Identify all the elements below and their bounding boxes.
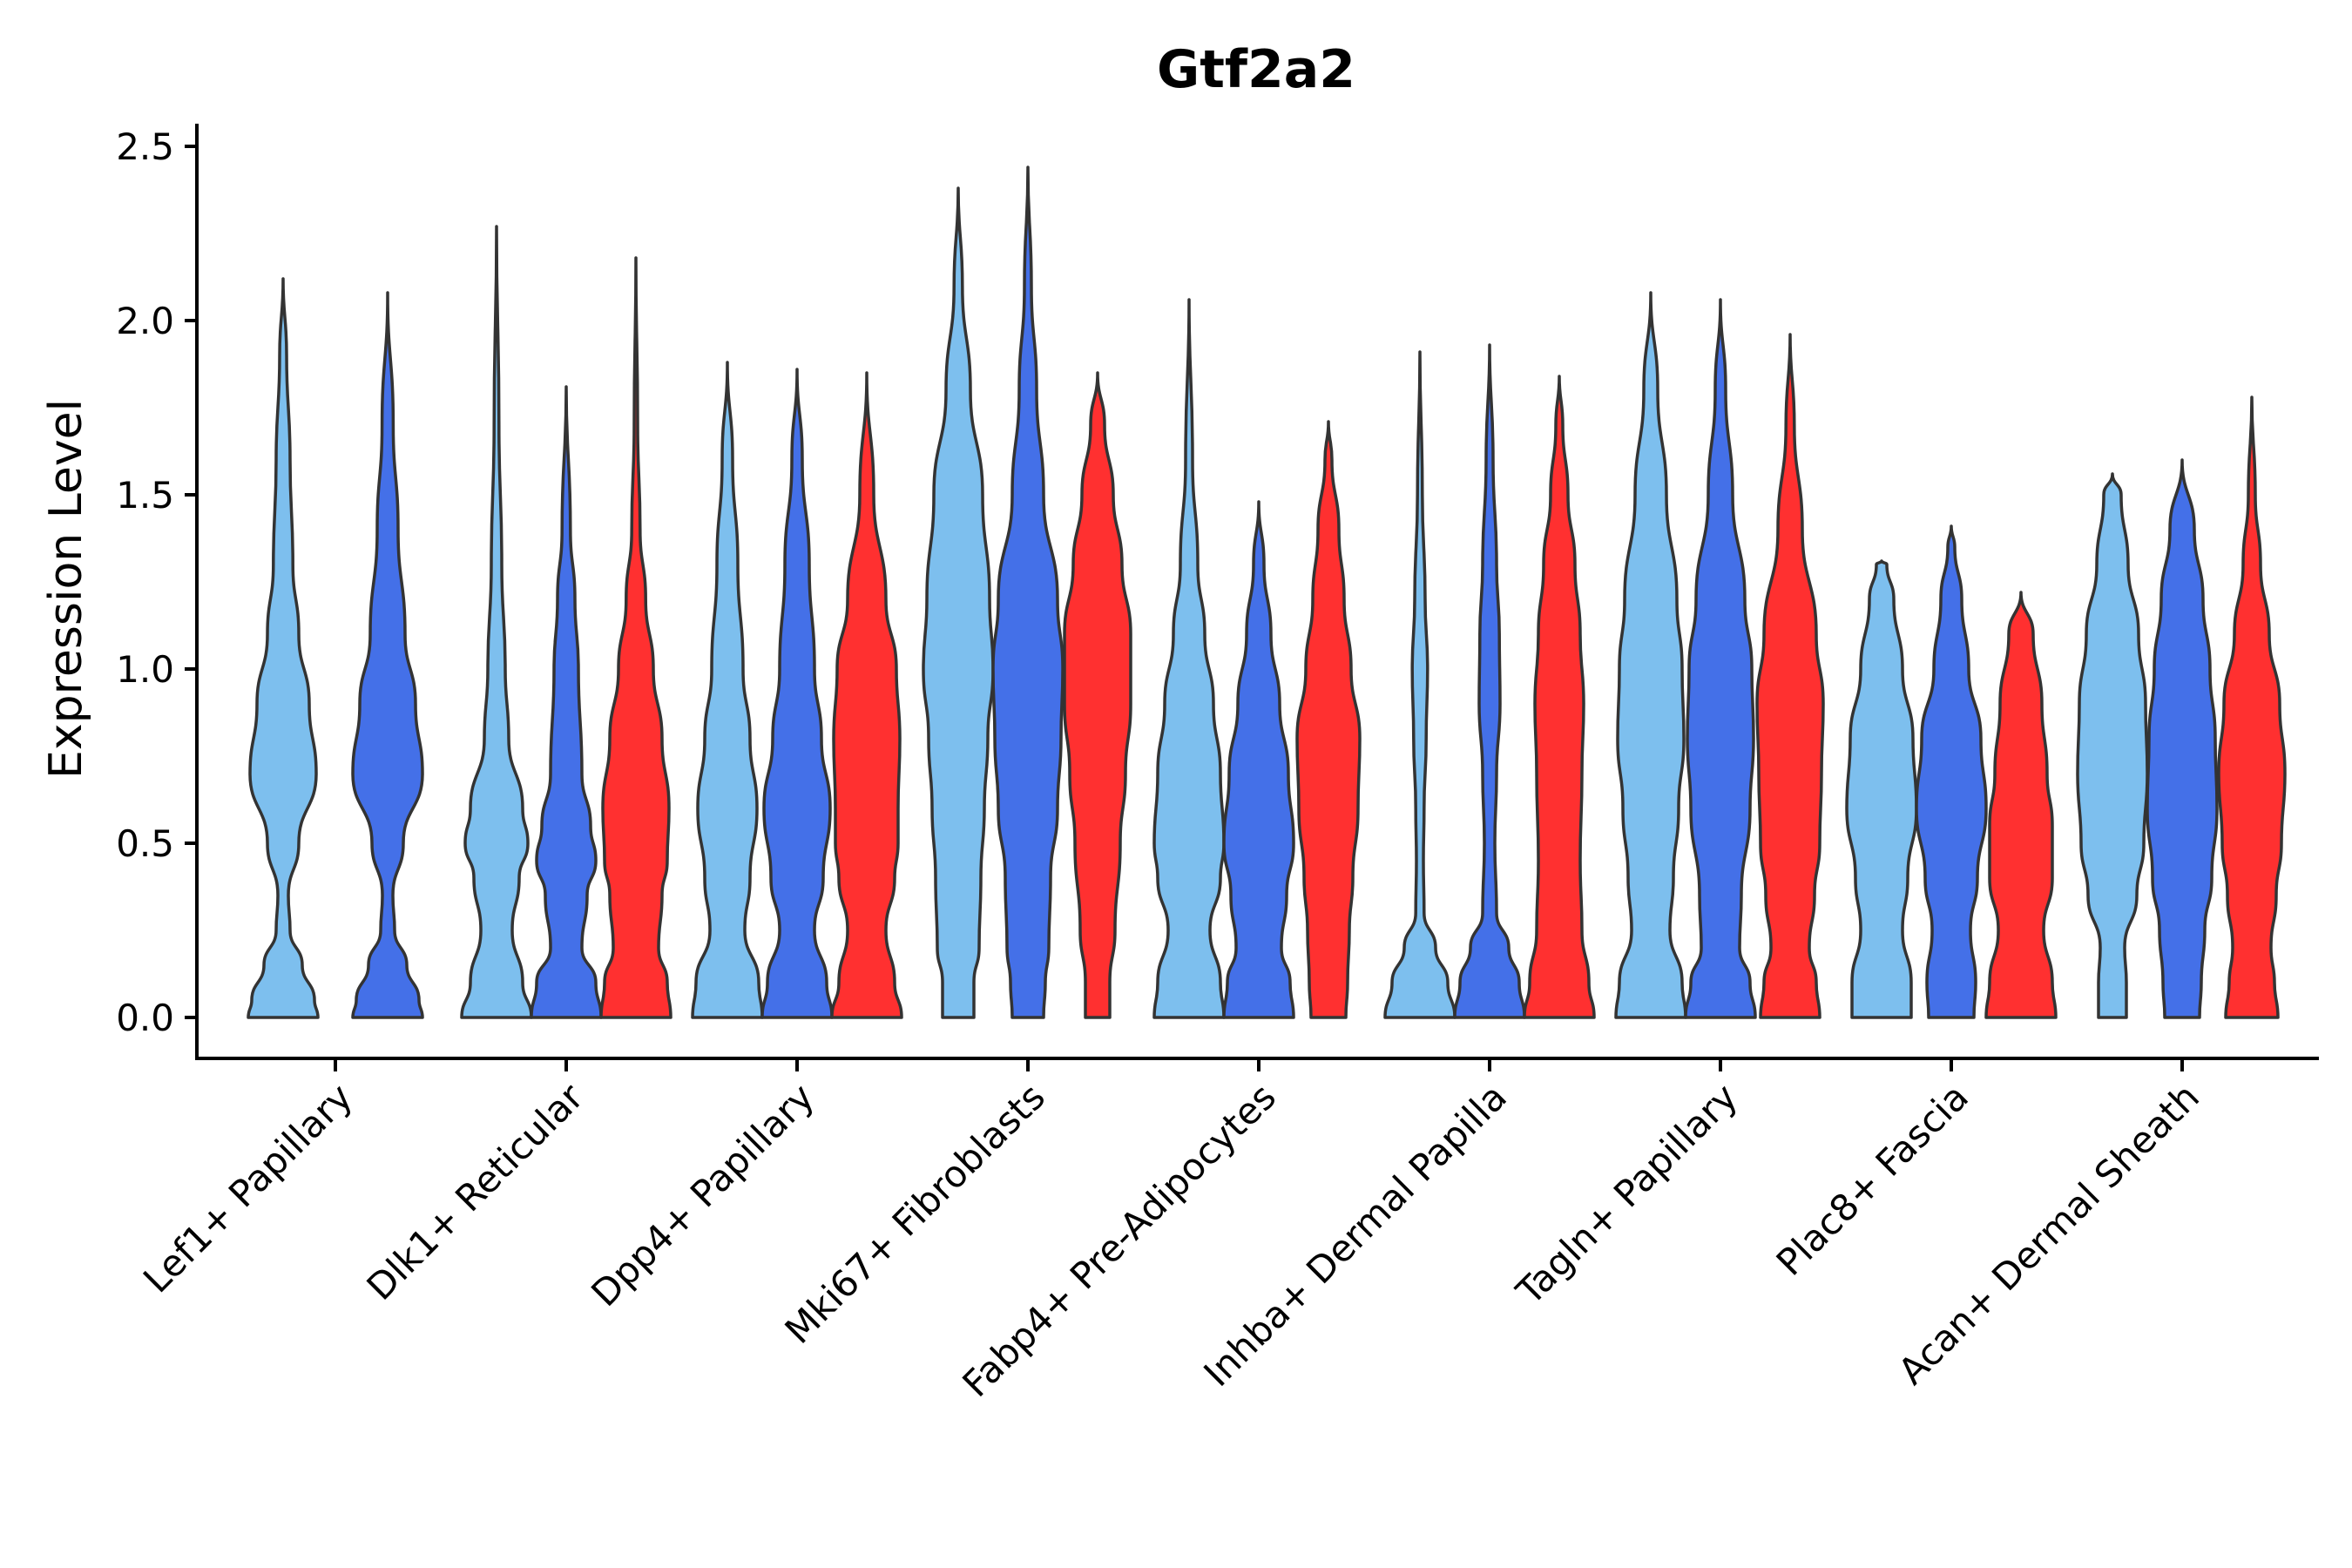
violin-group2	[760, 368, 834, 1019]
violin-group2	[351, 291, 424, 1019]
violin-group1	[2076, 472, 2149, 1019]
violin-group1	[691, 361, 764, 1019]
x-tick-label: Dpp4+ Papillary	[583, 1075, 822, 1315]
violin-group3	[1755, 333, 1825, 1019]
x-tick-label: Mki67+ Fibroblasts	[777, 1075, 1053, 1351]
violin-group2	[530, 385, 603, 1019]
violin-group1	[1614, 291, 1687, 1019]
violin-group3	[599, 256, 672, 1019]
violin-group1	[1152, 298, 1226, 1019]
violin-group3	[830, 371, 903, 1019]
violin-group3	[1984, 591, 2058, 1019]
violin-group3	[1063, 371, 1132, 1019]
violin-group1	[460, 225, 533, 1019]
y-tick-label: 1.0	[116, 648, 174, 691]
violin-group2	[1453, 343, 1526, 1019]
x-tick-label: Dlk1+ Reticular	[359, 1075, 592, 1308]
y-axis-ticks: 0.0 0.5 1.0 1.5 2.0 2.5	[116, 125, 197, 1039]
y-tick-label: 1.5	[116, 474, 174, 517]
violin-group2	[1915, 524, 1988, 1019]
violin-group3	[1295, 420, 1362, 1019]
violin-layer	[247, 166, 2287, 1019]
x-tick-label: Tagln+ Papillary	[1508, 1075, 1746, 1313]
violin-group1	[1845, 559, 1918, 1019]
y-tick-label: 0.5	[116, 822, 174, 865]
violin-group2	[991, 166, 1064, 1019]
violin-group2	[1684, 298, 1757, 1019]
chart-title: Gtf2a2	[1157, 39, 1355, 100]
violin-group3	[2217, 395, 2287, 1019]
y-axis-label: Expression Level	[40, 399, 92, 779]
violin-group1	[1383, 350, 1456, 1019]
violin-group2	[1222, 500, 1295, 1019]
y-tick-label: 2.0	[116, 300, 174, 342]
violin-group3	[1523, 375, 1596, 1019]
violin-group1	[922, 186, 995, 1019]
x-tick-label: Lef1+ Papillary	[135, 1075, 361, 1301]
y-tick-label: 2.5	[116, 125, 174, 168]
violin-group1	[247, 277, 320, 1019]
x-tick-label: Plac8+ Fascia	[1768, 1075, 1977, 1283]
y-tick-label: 0.0	[116, 997, 174, 1039]
violin-group2	[2146, 458, 2219, 1019]
